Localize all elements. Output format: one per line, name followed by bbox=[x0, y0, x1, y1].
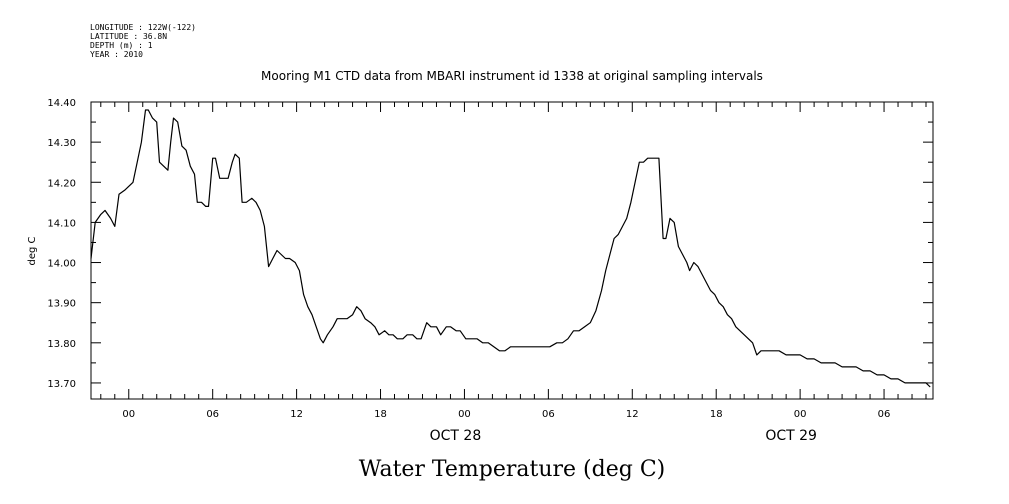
y-tick-label: 13.90 bbox=[47, 299, 76, 310]
x-tick-label: 18 bbox=[374, 409, 387, 420]
x-tick-label: 06 bbox=[878, 409, 891, 420]
x-date-label: OCT 29 bbox=[765, 428, 817, 444]
x-tick-label: 06 bbox=[206, 409, 219, 420]
y-tick-label: 14.40 bbox=[47, 98, 76, 109]
x-axis: 00 06 12 18 00 06 12 18 00 06 OCT 28 OCT 29 bbox=[100, 102, 927, 444]
temperature-series-line bbox=[90, 109, 931, 388]
plot-frame bbox=[90, 101, 934, 400]
metadata-block: LONGITUDE : 122W(-122) LATITUDE : 36.8N … bbox=[90, 23, 196, 59]
y-tick-label: 14.00 bbox=[47, 259, 76, 270]
y-tick-label: 13.70 bbox=[47, 379, 76, 390]
x-axis-title: Water Temperature (deg C) bbox=[359, 457, 666, 482]
x-tick-label: 00 bbox=[794, 409, 807, 420]
meta-longitude: LONGITUDE : 122W(-122) bbox=[90, 23, 196, 32]
meta-depth: DEPTH (m) : 1 bbox=[90, 41, 153, 50]
x-tick-label: 00 bbox=[122, 409, 135, 420]
y-axis: 13.70 13.80 13.90 14.00 14.10 14.20 14.30 14.40 bbox=[47, 98, 933, 390]
series-group bbox=[90, 109, 931, 388]
x-tick-label: 06 bbox=[542, 409, 555, 420]
x-tick-label: 18 bbox=[710, 409, 723, 420]
y-tick-label: 14.20 bbox=[47, 178, 76, 189]
y-axis-label: deg C bbox=[27, 236, 38, 265]
x-tick-label: 12 bbox=[290, 409, 303, 420]
y-tick-label: 14.10 bbox=[47, 218, 76, 229]
y-tick-label: 14.30 bbox=[47, 138, 76, 149]
x-tick-label: 00 bbox=[458, 409, 471, 420]
meta-year: YEAR : 2010 bbox=[90, 50, 143, 59]
x-tick-label: 12 bbox=[626, 409, 639, 420]
x-date-label: OCT 28 bbox=[430, 428, 482, 444]
meta-latitude: LATITUDE : 36.8N bbox=[90, 32, 167, 41]
chart-title: Mooring M1 CTD data from MBARI instrumen… bbox=[261, 69, 763, 83]
y-tick-label: 13.80 bbox=[47, 339, 76, 350]
